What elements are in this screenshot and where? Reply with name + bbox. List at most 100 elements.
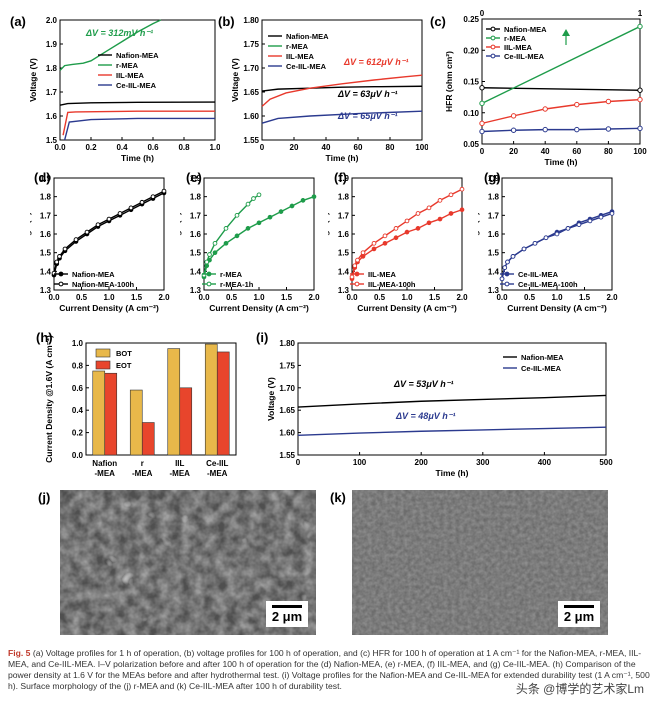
legend-marker	[206, 281, 212, 287]
y-tick-label: 1.9	[338, 174, 350, 183]
data-point	[73, 237, 79, 242]
y-tick-label: 1.5	[338, 249, 350, 258]
legend-label: IIL-MEA	[368, 270, 396, 279]
y-tick-label: 1.80	[279, 339, 295, 348]
y-tick-label: 1.8	[488, 193, 500, 202]
x-tick-label: 2.0	[158, 293, 170, 302]
y-tick-label: 1.60	[279, 429, 295, 438]
x-axis-label: Time (h)	[436, 468, 469, 478]
y-tick-label: 1.6	[488, 230, 500, 239]
y-tick-label: 1.4	[40, 267, 52, 276]
y-tick-label: 1.8	[46, 64, 58, 73]
y-axis-label: HFR (ohm cm²)	[444, 51, 454, 112]
legend-label: Ce-IIL-MEA	[116, 81, 157, 90]
series-line-iil-mea	[481, 98, 641, 125]
legend-label: Nafion-MEA	[116, 51, 159, 60]
data-point	[289, 203, 295, 209]
y-tick-label: 1.7	[488, 211, 500, 220]
x-tick-label: 1.5	[429, 293, 441, 302]
y-tick-label: 1.7	[46, 88, 58, 97]
annotation-b-1: ΔV = 612μV h⁻¹	[343, 57, 409, 67]
y-tick-label: 0.10	[463, 109, 479, 118]
y-tick-label: 1.3	[338, 286, 350, 295]
data-point	[565, 226, 571, 231]
data-point	[245, 226, 251, 231]
legend-label: Ce-IIL-MEA	[518, 270, 559, 279]
data-point	[360, 250, 366, 256]
x-tick-label: 2.0	[308, 293, 320, 302]
data-point	[393, 226, 399, 231]
hfr-point	[479, 128, 485, 135]
y-tick-label: 1.5	[40, 249, 52, 258]
annotation-b-2: ΔV = 63μV h⁻¹	[337, 89, 398, 99]
y-tick-label: 1.55	[279, 451, 295, 460]
series-line-ce-iil-mea	[501, 210, 613, 279]
legend-label: IIL-MEA	[116, 71, 144, 80]
data-point	[84, 229, 90, 235]
data-point	[393, 235, 399, 241]
x-tick-label: 60	[572, 147, 581, 156]
x-axis-label: Time (h)	[121, 153, 154, 163]
y-tick-label: 0.05	[463, 140, 479, 149]
hfr-point	[637, 125, 643, 132]
data-point	[349, 274, 355, 280]
watermark: 头条 @博学的艺术家Lm	[515, 682, 644, 696]
y-tick-label: 1.5	[46, 136, 58, 145]
data-point	[576, 222, 582, 228]
legend-label: r-MEA	[116, 61, 139, 70]
hfr-point	[605, 126, 612, 132]
y-axis-label: Voltage (V)	[478, 212, 480, 256]
data-point	[502, 265, 508, 270]
x-tick-label: 400	[538, 458, 552, 467]
data-point	[598, 214, 604, 220]
y-tick-label: 1.75	[279, 361, 295, 370]
data-point	[204, 259, 210, 265]
panel-j-label: (j)	[38, 490, 51, 505]
data-point	[532, 240, 538, 246]
y-tick-label: 0.20	[463, 46, 479, 55]
y-tick-label: 1.9	[46, 40, 58, 49]
data-point	[267, 214, 273, 220]
category-label: -MEA	[132, 469, 153, 478]
data-point	[95, 222, 101, 228]
x-tick-label: 2.0	[606, 293, 618, 302]
legend-marker	[354, 281, 360, 287]
annotation-i-2: ΔV = 48μV h⁻¹	[395, 411, 456, 421]
x-tick-label: 0.2	[85, 143, 97, 152]
y-tick-label: 0.15	[463, 78, 479, 87]
legend-label: EOT	[116, 361, 132, 370]
y-axis-label: Voltage (V)	[230, 58, 240, 102]
series-line-r-mea-1h	[203, 194, 260, 276]
panel-a-label: (a)	[10, 14, 26, 29]
x-axis-label: Current Density (A cm⁻²)	[209, 303, 309, 313]
chart-g: 0.0 0.5 1.0 1.5 2.0 1.3 1.4 1.5 1.6 1.7 1.8 1.9 Curr…	[478, 174, 618, 313]
legend-label: r-MEA	[504, 34, 527, 43]
data-point	[426, 205, 432, 211]
category-label: Nafion	[92, 459, 117, 468]
y-tick-label: 1.60	[243, 112, 259, 121]
legend-label: Nafion-MEA	[72, 270, 115, 279]
data-point	[382, 233, 388, 239]
data-point	[609, 211, 615, 216]
legend-marker	[504, 281, 510, 287]
bar-eot	[216, 351, 230, 456]
chart-e: 0.0 0.5 1.0 1.5 2.0 1.3 1.4 1.5 1.6 1.7 1.8 1.9 Curr…	[180, 174, 320, 313]
data-point	[256, 220, 262, 226]
series-line-nafion-mea	[261, 85, 423, 92]
data-point	[207, 252, 212, 257]
series-line-nafion-mea-100h	[53, 190, 165, 274]
panel-d-label: (d)	[34, 170, 51, 185]
x-tick-label: 60	[354, 143, 363, 152]
series-line-nafion-mea	[481, 87, 641, 91]
data-point	[128, 205, 134, 211]
x-tick-label: 1.0	[551, 293, 563, 302]
scale-bar-k: 2 μm	[558, 601, 600, 627]
y-tick-label: 1.7	[40, 211, 52, 220]
x-tick-label: 0	[296, 458, 301, 467]
data-point	[371, 240, 377, 246]
x-tick-label: 1.5	[281, 293, 293, 302]
data-point	[505, 259, 510, 265]
y-axis-label: Voltage (V)	[266, 377, 276, 421]
data-point	[57, 254, 62, 259]
